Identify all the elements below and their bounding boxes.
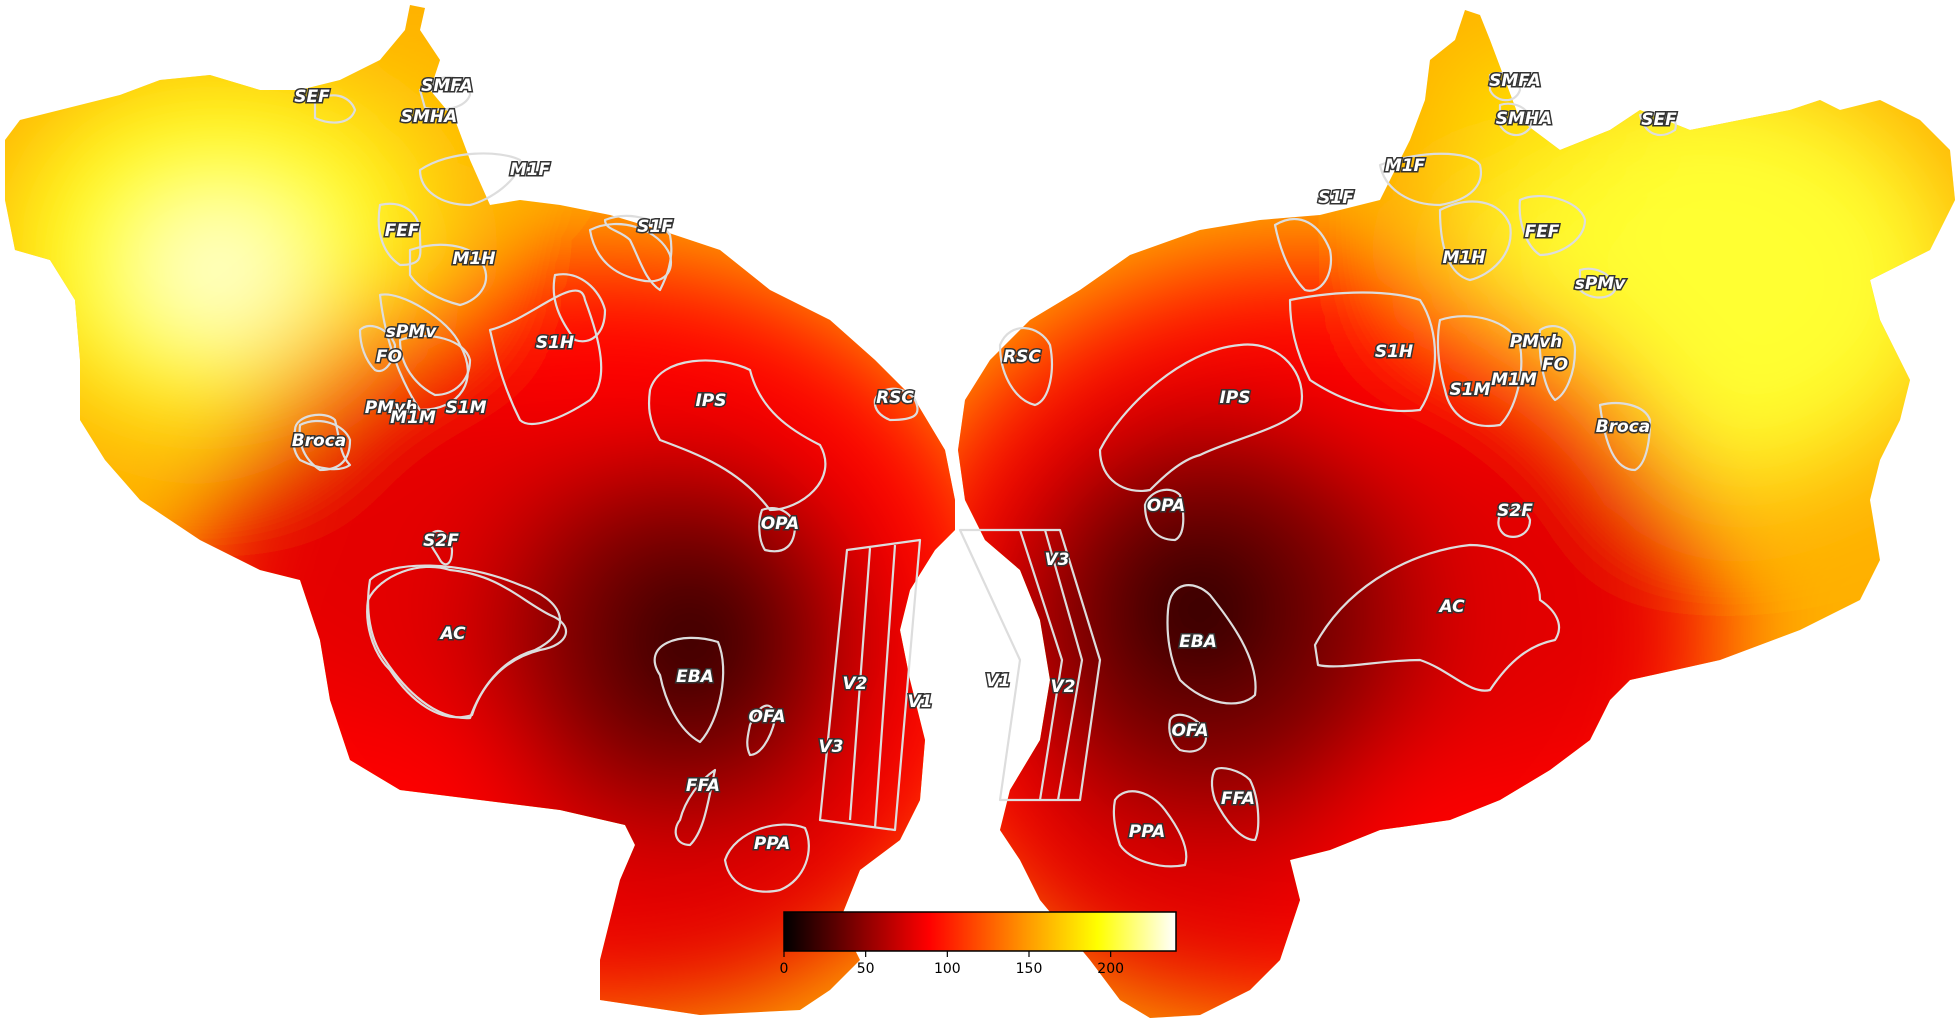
roi-label: V3: [819, 737, 844, 757]
colorbar-tick-label: 100: [934, 961, 961, 977]
roi-label: PPA: [1129, 822, 1166, 842]
colorbar-tick-label: 0: [780, 961, 789, 977]
colorbar-tick-label: 50: [857, 961, 875, 977]
roi-label: OPA: [761, 514, 800, 534]
colorbar: 0 50 100 150 200: [780, 911, 1177, 977]
left-roi-labels: SEF SMFA SMHA M1F S1F FEF M1H sPMv FO S1…: [290, 75, 934, 856]
colorbar-tick-label: 150: [1016, 961, 1043, 977]
roi-label: SEF: [294, 87, 330, 107]
roi-label: S1M: [1450, 380, 1491, 400]
roi-label: AC: [438, 624, 466, 644]
roi-label: PMvh: [365, 398, 418, 418]
roi-label: M1H: [1443, 248, 1486, 268]
roi-label: V1: [908, 692, 933, 712]
roi-label: EBA: [676, 667, 714, 687]
roi-label: OFA: [748, 707, 785, 727]
roi-label: M1M: [1491, 370, 1537, 390]
colorbar-gradient: [783, 911, 1177, 952]
roi-label: FO: [1542, 355, 1568, 375]
roi-label: sPMv: [1575, 274, 1626, 294]
roi-label: V3: [1045, 550, 1070, 570]
colorbar-tick-label: 200: [1097, 961, 1124, 977]
roi-label: EBA: [1179, 632, 1217, 652]
right-roi-outlines: [958, 72, 1677, 868]
roi-label: SMHA: [1496, 109, 1553, 129]
right-activation-map: [958, 10, 1955, 1018]
roi-label: S2F: [423, 531, 459, 551]
roi-label: FEF: [1525, 222, 1560, 242]
roi-label: SMFA: [421, 76, 473, 96]
roi-label: S1M: [446, 398, 487, 418]
right-hemisphere: SMFA SMHA SEF M1F S1F FEF M1H sPMv RSC P…: [958, 10, 1955, 1018]
roi-label: IPS: [1219, 388, 1250, 408]
left-hemisphere: SEF SMFA SMHA M1F S1F FEF M1H sPMv FO S1…: [5, 5, 955, 1015]
roi-label: RSC: [1003, 347, 1041, 367]
roi-label: S1F: [637, 217, 673, 237]
roi-label: S1H: [1375, 342, 1413, 362]
roi-label: OFA: [1171, 721, 1208, 741]
roi-label: OPA: [1147, 496, 1186, 516]
roi-label: FFA: [686, 776, 720, 796]
roi-label: V2: [1051, 677, 1076, 697]
roi-label: Broca: [1596, 417, 1651, 437]
roi-label: PMvh: [1510, 332, 1563, 352]
roi-label: M1H: [453, 249, 496, 269]
roi-label: FEF: [385, 221, 420, 241]
roi-label: SMFA: [1489, 71, 1541, 91]
left-activation-map: [5, 5, 955, 1015]
roi-label: V2: [843, 674, 868, 694]
roi-label: Broca: [292, 431, 347, 451]
right-roi-labels: SMFA SMHA SEF M1F S1F FEF M1H sPMv RSC P…: [984, 70, 1679, 844]
roi-label: V1: [986, 671, 1011, 691]
roi-label: IPS: [695, 391, 726, 411]
roi-label: RSC: [876, 388, 914, 408]
roi-label: PPA: [754, 834, 791, 854]
roi-label: AC: [1437, 597, 1465, 617]
roi-label: SEF: [1641, 110, 1677, 130]
roi-label: S2F: [1497, 501, 1533, 521]
roi-label: FFA: [1221, 789, 1255, 809]
roi-label: S1H: [536, 333, 574, 353]
colorbar-ticks: 0 50 100 150 200: [780, 951, 1124, 977]
roi-label: M1F: [1385, 156, 1426, 176]
roi-label: SMHA: [401, 107, 458, 127]
roi-label: M1M: [390, 408, 436, 428]
roi-label: M1F: [510, 160, 551, 180]
roi-label: S1F: [1318, 188, 1354, 208]
left-roi-outlines: [292, 76, 922, 893]
roi-label: sPMv: [386, 322, 437, 342]
roi-label: FO: [376, 347, 402, 367]
